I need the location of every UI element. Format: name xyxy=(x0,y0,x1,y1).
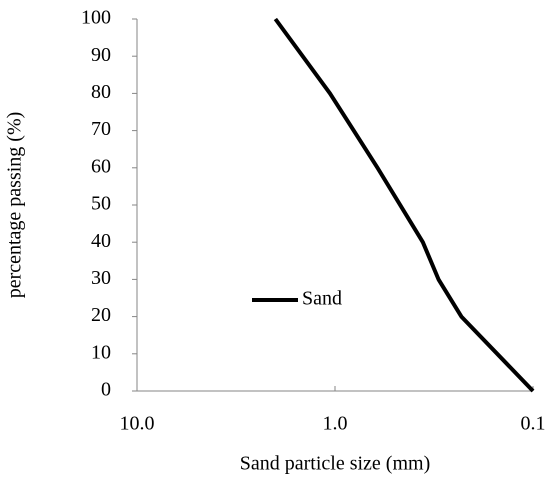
y-tick-label: 100 xyxy=(81,7,111,29)
y-axis-label: percentage passing (%) xyxy=(4,112,26,299)
y-tick-label: 30 xyxy=(91,267,111,289)
x-tick-label: 10.0 xyxy=(120,413,155,435)
y-tick-label: 80 xyxy=(91,81,111,103)
legend-label: Sand xyxy=(302,288,342,310)
x-tick-label: 1.0 xyxy=(323,413,348,435)
y-tick-label: 50 xyxy=(91,193,111,215)
y-tick-label: 40 xyxy=(91,230,111,252)
y-tick-label: 20 xyxy=(91,304,111,326)
data-line xyxy=(273,17,535,393)
x-tick-label: 0.1 xyxy=(521,413,546,435)
x-axis-label: Sand particle size (mm) xyxy=(240,453,431,475)
y-tick-label: 70 xyxy=(91,118,111,140)
y-tick-label: 0 xyxy=(101,379,111,401)
y-tick-label: 90 xyxy=(91,44,111,66)
y-tick-label: 10 xyxy=(91,341,111,363)
y-tick-label: 60 xyxy=(91,155,111,177)
